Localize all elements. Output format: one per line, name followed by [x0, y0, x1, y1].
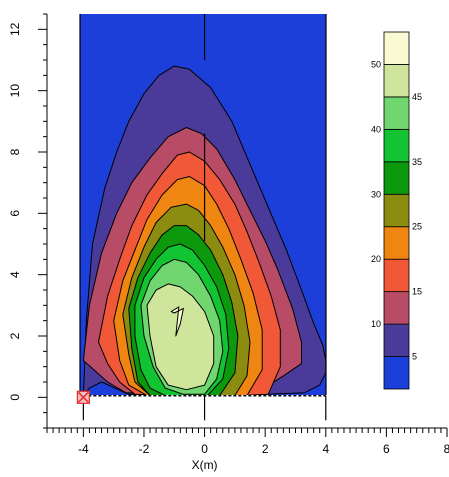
marker-x-box [76, 390, 90, 404]
colorbar-band-0-5 [383, 356, 410, 390]
x-axis-title: X(m) [192, 458, 218, 472]
colorbar: 10 20 30 40 50 5 15 25 35 45 [371, 31, 422, 390]
colorbar-band-30-35 [383, 161, 410, 195]
x-tick-label: 4 [322, 442, 329, 456]
y-tick-label: 10 [8, 84, 22, 98]
colorbar-band-25-30 [383, 193, 410, 228]
y-tick-label: 0 [8, 394, 22, 401]
y-tick-label: 8 [8, 148, 22, 155]
colorbar-band-5-10 [383, 323, 410, 357]
colorbar-label-right: 45 [412, 92, 422, 102]
colorbar-band-35-40 [383, 128, 410, 163]
marker-cross-b [77, 391, 89, 403]
colorbar-label-right: 25 [412, 222, 422, 232]
y-tick-label: 6 [8, 210, 22, 217]
y-tick-label: 2 [8, 332, 22, 339]
x-tick-label: -4 [78, 442, 89, 456]
colorbar-label-left: 20 [371, 254, 381, 264]
contour-level-50 [170, 306, 184, 337]
x-tick-label: 2 [262, 442, 269, 456]
x-tick-label: 8 [444, 442, 449, 456]
colorbar-label-left: 30 [371, 189, 381, 199]
colorbar-band-20-25 [383, 226, 410, 260]
contour-levels [82, 65, 326, 395]
colorbar-label-right: 35 [412, 157, 422, 167]
x-tick-label: 0 [201, 442, 208, 456]
colorbar-label-right: 15 [412, 287, 422, 297]
colorbar-band-10-15 [383, 291, 410, 325]
x-tick-label: -2 [139, 442, 150, 456]
colorbar-band-50-55 [383, 31, 410, 65]
colorbar-band-45-50 [383, 64, 410, 98]
colorbar-label-right: 5 [412, 352, 417, 362]
colorbar-label-left: 40 [371, 124, 381, 134]
colorbar-label-left: 10 [371, 319, 381, 329]
colorbar-band-40-45 [383, 96, 410, 130]
y-tick-label: 4 [8, 271, 22, 278]
y-tick-label: 12 [8, 22, 22, 36]
colorbar-label-left: 50 [371, 59, 381, 69]
colorbar-band-15-20 [383, 258, 410, 293]
contour-level-45 [146, 283, 215, 391]
x-tick-label: 6 [383, 442, 390, 456]
